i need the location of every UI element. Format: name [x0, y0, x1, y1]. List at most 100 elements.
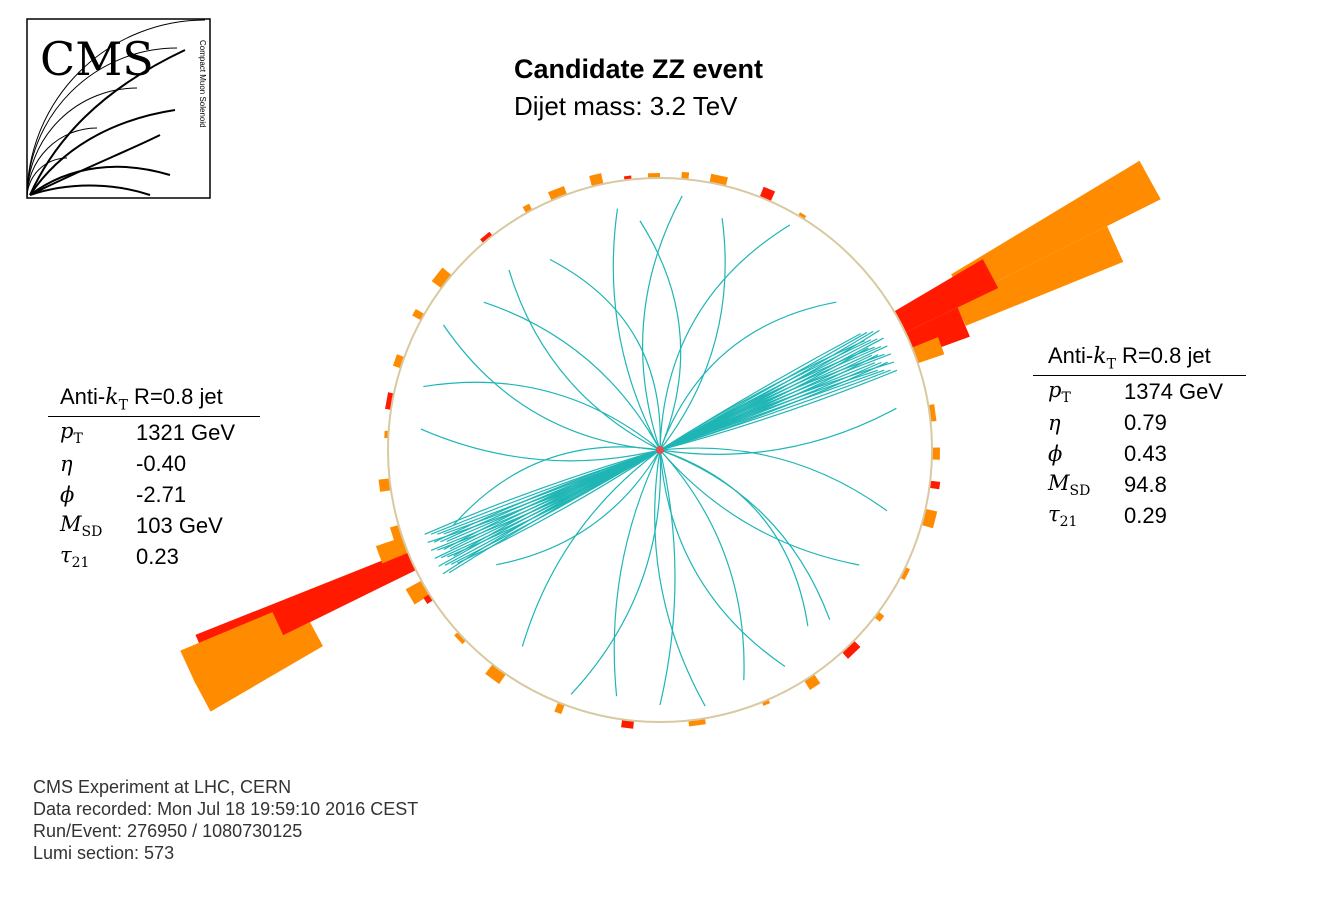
- track-bundle: [420, 195, 898, 707]
- soft-track: [639, 220, 682, 451]
- small-tower: [480, 231, 493, 244]
- soft-track: [423, 381, 661, 451]
- soft-track: [452, 446, 661, 526]
- jet-track: [659, 331, 868, 451]
- jet-header-suffix: R=0.8 jet: [127, 384, 223, 409]
- small-tower: [485, 664, 506, 685]
- jet-row-eta: η -0.40: [48, 448, 260, 479]
- jet-track: [443, 449, 661, 550]
- soft-track: [654, 449, 706, 707]
- soft-track: [659, 449, 831, 620]
- phi-symbol: ϕ: [1048, 441, 1063, 466]
- msd-symbol: M: [1048, 470, 1070, 495]
- pt-sub: T: [73, 430, 83, 447]
- tau-symbol: τ: [1048, 501, 1060, 526]
- jet-track: [433, 449, 661, 543]
- cms-logo-tagline: Compact Muon Solenoid: [198, 40, 207, 128]
- hcal-tower: [193, 622, 323, 712]
- jet-track: [453, 449, 661, 557]
- jet-track: [659, 333, 861, 451]
- tau-sub: 21: [71, 554, 90, 571]
- jet-table-right: Anti-kT R=0.8 jet pT 1374 GeV η 0.79 ϕ 0…: [1033, 343, 1246, 531]
- pt-symbol: p: [60, 418, 74, 443]
- soft-track: [659, 407, 897, 455]
- hcal-tower: [180, 612, 285, 684]
- phi-value: -2.71: [136, 481, 187, 507]
- jet-row-pt: pT 1374 GeV: [1033, 376, 1246, 407]
- jet-row-phi: ϕ 0.43: [1033, 438, 1246, 469]
- soft-track: [659, 224, 791, 451]
- eta-value: -0.40: [136, 450, 187, 476]
- small-tower: [547, 185, 567, 201]
- eta-value: 0.79: [1124, 409, 1167, 435]
- small-tower: [681, 171, 690, 180]
- small-tower: [931, 447, 940, 460]
- run-info: CMS Experiment at LHC, CERN Data recorde…: [33, 776, 418, 864]
- lumi-label: Lumi section: 573: [33, 843, 175, 863]
- jet-track: [659, 354, 879, 451]
- jet-track: [659, 361, 888, 451]
- hcal-tower: [955, 226, 1124, 326]
- jet-track: [457, 449, 661, 564]
- soft-track: [483, 301, 661, 451]
- jet-table-left: Anti-kT R=0.8 jet pT 1321 GeV η -0.40 ϕ …: [48, 384, 260, 572]
- soft-track: [659, 449, 786, 668]
- recorded-label: Data recorded: Mon Jul 18 19:59:10 2016 …: [33, 799, 419, 819]
- jet-track: [448, 449, 661, 574]
- jet-track: [659, 330, 874, 451]
- primary-vertex: [656, 446, 664, 454]
- soft-track: [659, 449, 676, 706]
- small-tower: [761, 699, 771, 706]
- jet-header-k-sub: T: [118, 397, 128, 414]
- soft-track: [659, 218, 726, 451]
- msd-value: 94.8: [1124, 471, 1167, 497]
- soft-track: [612, 208, 661, 451]
- soft-track: [659, 447, 888, 512]
- small-tower: [621, 719, 634, 729]
- jet-row-msd: MSD 103 GeV: [48, 510, 260, 541]
- soft-track: [642, 195, 683, 451]
- event-title: Candidate ZZ event: [514, 54, 764, 84]
- cms-logo: CMS Compact Muon Solenoid: [26, 18, 211, 199]
- jet-row-tau: τ21 0.29: [1033, 500, 1246, 531]
- msd-symbol: M: [60, 511, 82, 536]
- pt-sub: T: [1061, 389, 1071, 406]
- soft-track: [659, 449, 860, 566]
- jet-header-k-sub: T: [1106, 356, 1116, 373]
- soft-track: [659, 301, 837, 451]
- small-tower: [798, 212, 807, 220]
- small-tower: [647, 173, 660, 179]
- soft-track: [570, 449, 662, 695]
- jet-header-suffix: R=0.8 jet: [1115, 343, 1211, 368]
- jet-header: Anti-kT R=0.8 jet: [1033, 343, 1246, 377]
- jet-header-k: k: [105, 385, 119, 410]
- event-subtitle: Dijet mass: 3.2 TeV: [514, 91, 738, 121]
- calorimeter-towers: [180, 160, 1161, 729]
- jet-track: [659, 347, 869, 451]
- jet-header-prefix: Anti-: [1048, 343, 1094, 368]
- jet-track: [442, 449, 661, 575]
- jet-row-pt: pT 1321 GeV: [48, 417, 260, 448]
- tau-value: 0.23: [136, 543, 179, 569]
- experiment-label: CMS Experiment at LHC, CERN: [33, 777, 292, 797]
- soft-track: [420, 428, 661, 462]
- soft-track: [442, 324, 661, 451]
- small-tower: [378, 478, 391, 492]
- soft-track: [659, 449, 745, 681]
- msd-sub: SD: [81, 523, 103, 540]
- pt-value: 1321 GeV: [136, 419, 236, 445]
- jet-header-prefix: Anti-: [60, 384, 106, 409]
- jet-header: Anti-kT R=0.8 jet: [48, 384, 260, 418]
- tau-sub: 21: [1059, 513, 1078, 530]
- tau-symbol: τ: [60, 542, 72, 567]
- hcal-tower: [912, 337, 945, 364]
- phi-symbol: ϕ: [60, 482, 75, 507]
- hcal-tower: [951, 160, 1161, 298]
- small-tower: [431, 267, 452, 289]
- small-tower: [842, 640, 861, 659]
- tau-value: 0.29: [1124, 502, 1167, 528]
- small-tower: [900, 567, 911, 581]
- soft-track: [496, 449, 661, 566]
